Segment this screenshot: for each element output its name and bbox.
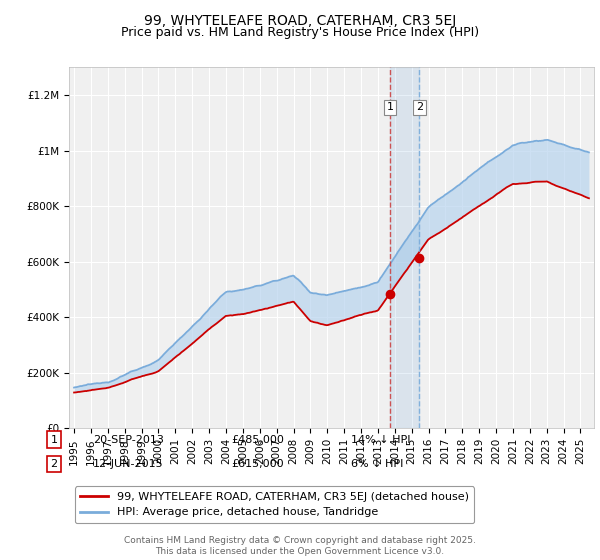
Text: 2: 2 <box>50 459 58 469</box>
Text: 99, WHYTELEAFE ROAD, CATERHAM, CR3 5EJ: 99, WHYTELEAFE ROAD, CATERHAM, CR3 5EJ <box>144 14 456 28</box>
Text: 12-JUN-2015: 12-JUN-2015 <box>93 459 164 469</box>
Text: 20-SEP-2013: 20-SEP-2013 <box>93 435 164 445</box>
Text: 1: 1 <box>386 102 394 113</box>
Legend: 99, WHYTELEAFE ROAD, CATERHAM, CR3 5EJ (detached house), HPI: Average price, det: 99, WHYTELEAFE ROAD, CATERHAM, CR3 5EJ (… <box>74 486 475 523</box>
Text: 14% ↓ HPI: 14% ↓ HPI <box>351 435 410 445</box>
Text: 2: 2 <box>416 102 423 113</box>
Text: Contains HM Land Registry data © Crown copyright and database right 2025.
This d: Contains HM Land Registry data © Crown c… <box>124 536 476 556</box>
Text: £615,000: £615,000 <box>231 459 284 469</box>
Text: £485,000: £485,000 <box>231 435 284 445</box>
Text: 6% ↓ HPI: 6% ↓ HPI <box>351 459 403 469</box>
Text: Price paid vs. HM Land Registry's House Price Index (HPI): Price paid vs. HM Land Registry's House … <box>121 26 479 39</box>
Text: 1: 1 <box>50 435 58 445</box>
Bar <box>390 67 419 428</box>
